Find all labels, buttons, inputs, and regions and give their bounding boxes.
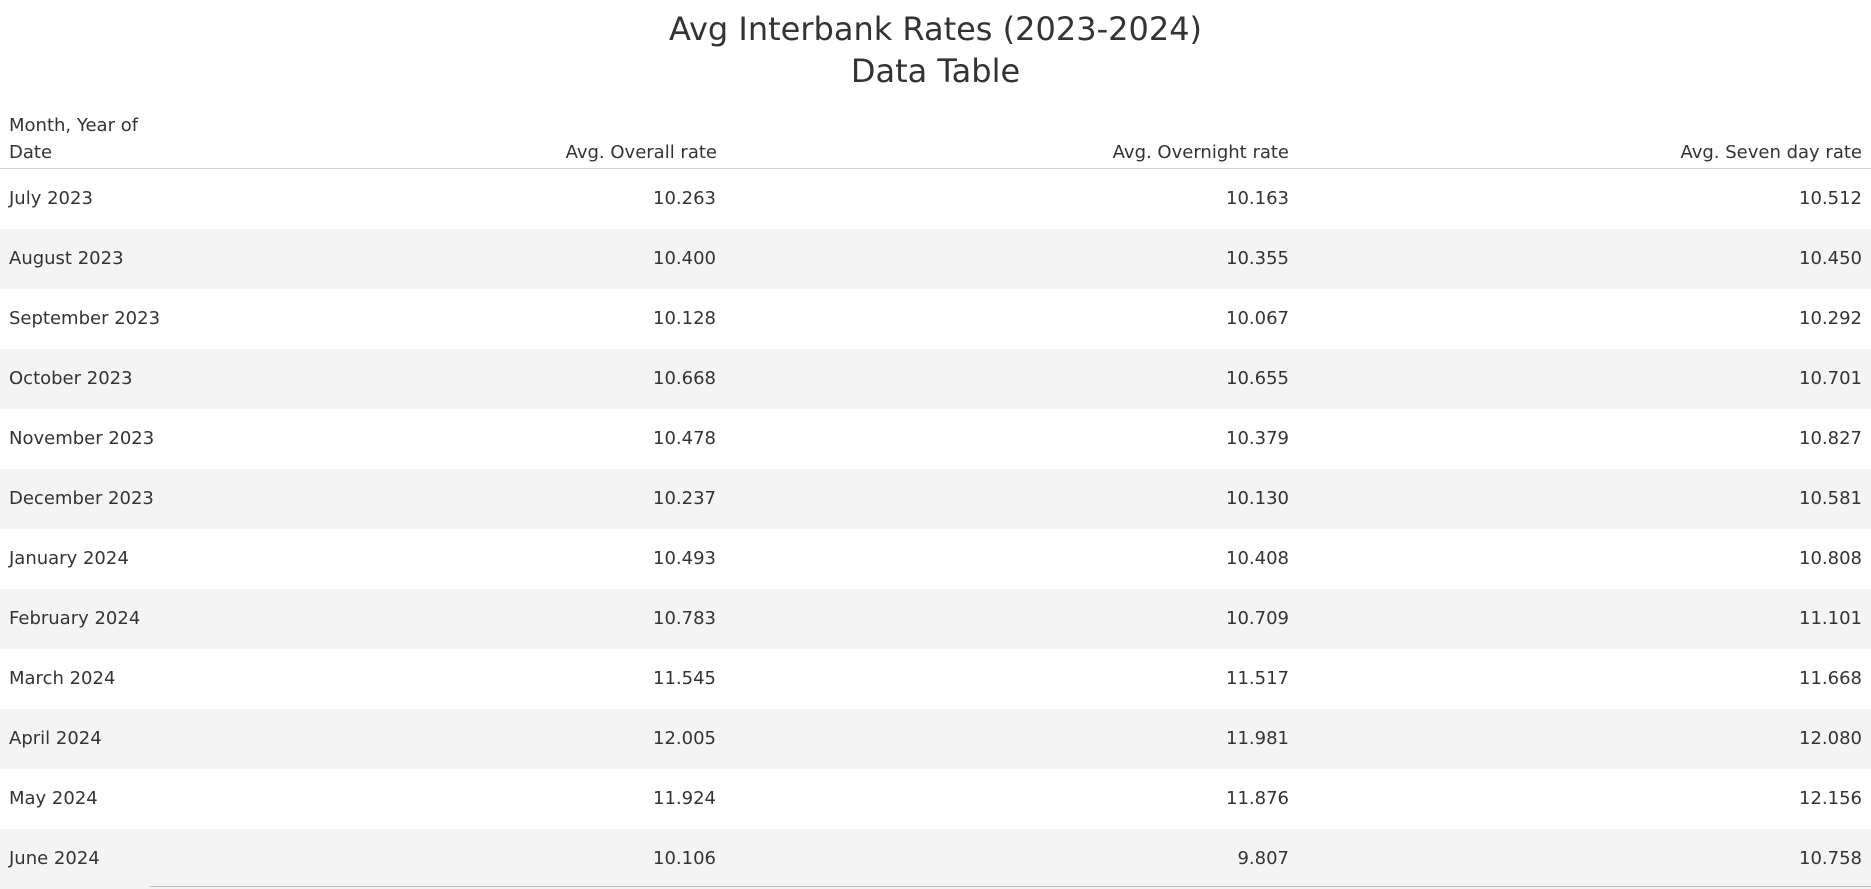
cell-overnight-rate[interactable]: 10.408	[1226, 548, 1289, 569]
table-row: June 2024 10.106 9.807 10.758	[0, 829, 1871, 889]
cell-overnight-rate[interactable]: 10.163	[1226, 188, 1289, 209]
cell-seven-day-rate[interactable]: 10.450	[1799, 248, 1862, 269]
cell-month[interactable]: September 2023	[9, 308, 161, 329]
column-header-seven-day-rate[interactable]: Avg. Seven day rate	[1680, 142, 1862, 163]
cell-seven-day-rate[interactable]: 10.758	[1799, 848, 1862, 869]
cell-overnight-rate[interactable]: 10.655	[1226, 368, 1289, 389]
cell-month[interactable]: March 2024	[9, 668, 116, 689]
cell-seven-day-rate[interactable]: 10.827	[1799, 428, 1862, 449]
table-row: January 2024 10.493 10.408 10.808	[0, 529, 1871, 589]
table-body: July 2023 10.263 10.163 10.512 August 2023 10…	[0, 169, 1871, 889]
cell-overnight-rate[interactable]: 10.709	[1226, 608, 1289, 629]
cell-overnight-rate[interactable]: 10.355	[1226, 248, 1289, 269]
cell-month[interactable]: July 2023	[9, 188, 93, 209]
cell-month[interactable]: May 2024	[9, 788, 98, 809]
cell-overall-rate[interactable]: 11.924	[653, 788, 716, 809]
cell-overall-rate[interactable]: 10.668	[653, 368, 716, 389]
cell-overnight-rate[interactable]: 9.807	[1237, 848, 1289, 869]
table-bottom-divider	[150, 886, 1871, 887]
table-header-row: Month, Year of Date Avg. Overall rate Av…	[0, 112, 1871, 169]
cell-overnight-rate[interactable]: 10.130	[1226, 488, 1289, 509]
column-header-overall-rate[interactable]: Avg. Overall rate	[565, 142, 717, 163]
cell-overnight-rate[interactable]: 11.981	[1226, 728, 1289, 749]
cell-seven-day-rate[interactable]: 12.080	[1799, 728, 1862, 749]
cell-month[interactable]: December 2023	[9, 488, 154, 509]
cell-overnight-rate[interactable]: 10.067	[1226, 308, 1289, 329]
table-row: February 2024 10.783 10.709 11.101	[0, 589, 1871, 649]
cell-overnight-rate[interactable]: 11.517	[1226, 668, 1289, 689]
cell-overnight-rate[interactable]: 10.379	[1226, 428, 1289, 449]
cell-seven-day-rate[interactable]: 10.808	[1799, 548, 1862, 569]
cell-overall-rate[interactable]: 10.237	[653, 488, 716, 509]
table-row: July 2023 10.263 10.163 10.512	[0, 169, 1871, 229]
data-table: Month, Year of Date Avg. Overall rate Av…	[0, 112, 1871, 889]
cell-overnight-rate[interactable]: 11.876	[1226, 788, 1289, 809]
cell-seven-day-rate[interactable]: 11.101	[1799, 608, 1862, 629]
cell-overall-rate[interactable]: 12.005	[653, 728, 716, 749]
cell-overall-rate[interactable]: 10.128	[653, 308, 716, 329]
table-row: August 2023 10.400 10.355 10.450	[0, 229, 1871, 289]
cell-overall-rate[interactable]: 11.545	[653, 668, 716, 689]
table-row: December 2023 10.237 10.130 10.581	[0, 469, 1871, 529]
cell-overall-rate[interactable]: 10.400	[653, 248, 716, 269]
table-row: May 2024 11.924 11.876 12.156	[0, 769, 1871, 829]
cell-overall-rate[interactable]: 10.106	[653, 848, 716, 869]
column-header-month[interactable]: Month, Year of Date	[9, 115, 139, 163]
table-row: November 2023 10.478 10.379 10.827	[0, 409, 1871, 469]
cell-month[interactable]: January 2024	[9, 548, 129, 569]
cell-month[interactable]: June 2024	[9, 848, 100, 869]
cell-month[interactable]: November 2023	[9, 428, 155, 449]
table-row: September 2023 10.128 10.067 10.292	[0, 289, 1871, 349]
cell-overall-rate[interactable]: 10.263	[653, 188, 716, 209]
cell-seven-day-rate[interactable]: 10.292	[1799, 308, 1862, 329]
table-row: March 2024 11.545 11.517 11.668	[0, 649, 1871, 709]
cell-seven-day-rate[interactable]: 12.156	[1799, 788, 1862, 809]
table-row: October 2023 10.668 10.655 10.701	[0, 349, 1871, 409]
cell-overall-rate[interactable]: 10.478	[653, 428, 716, 449]
chart-subtitle: Data Table	[850, 52, 1021, 90]
cell-month[interactable]: April 2024	[9, 728, 102, 749]
table-row: April 2024 12.005 11.981 12.080	[0, 709, 1871, 769]
cell-month[interactable]: February 2024	[9, 608, 141, 629]
cell-month[interactable]: October 2023	[9, 368, 133, 389]
cell-seven-day-rate[interactable]: 11.668	[1799, 668, 1862, 689]
chart-title-block: Avg Interbank Rates (2023-2024) Data Tab…	[0, 8, 1871, 92]
cell-seven-day-rate[interactable]: 10.581	[1799, 488, 1862, 509]
cell-month[interactable]: August 2023	[9, 248, 124, 269]
cell-seven-day-rate[interactable]: 10.701	[1799, 368, 1862, 389]
cell-overall-rate[interactable]: 10.783	[653, 608, 716, 629]
chart-title: Avg Interbank Rates (2023-2024)	[668, 10, 1203, 48]
cell-overall-rate[interactable]: 10.493	[653, 548, 716, 569]
cell-seven-day-rate[interactable]: 10.512	[1799, 188, 1862, 209]
column-header-overnight-rate[interactable]: Avg. Overnight rate	[1112, 142, 1289, 163]
